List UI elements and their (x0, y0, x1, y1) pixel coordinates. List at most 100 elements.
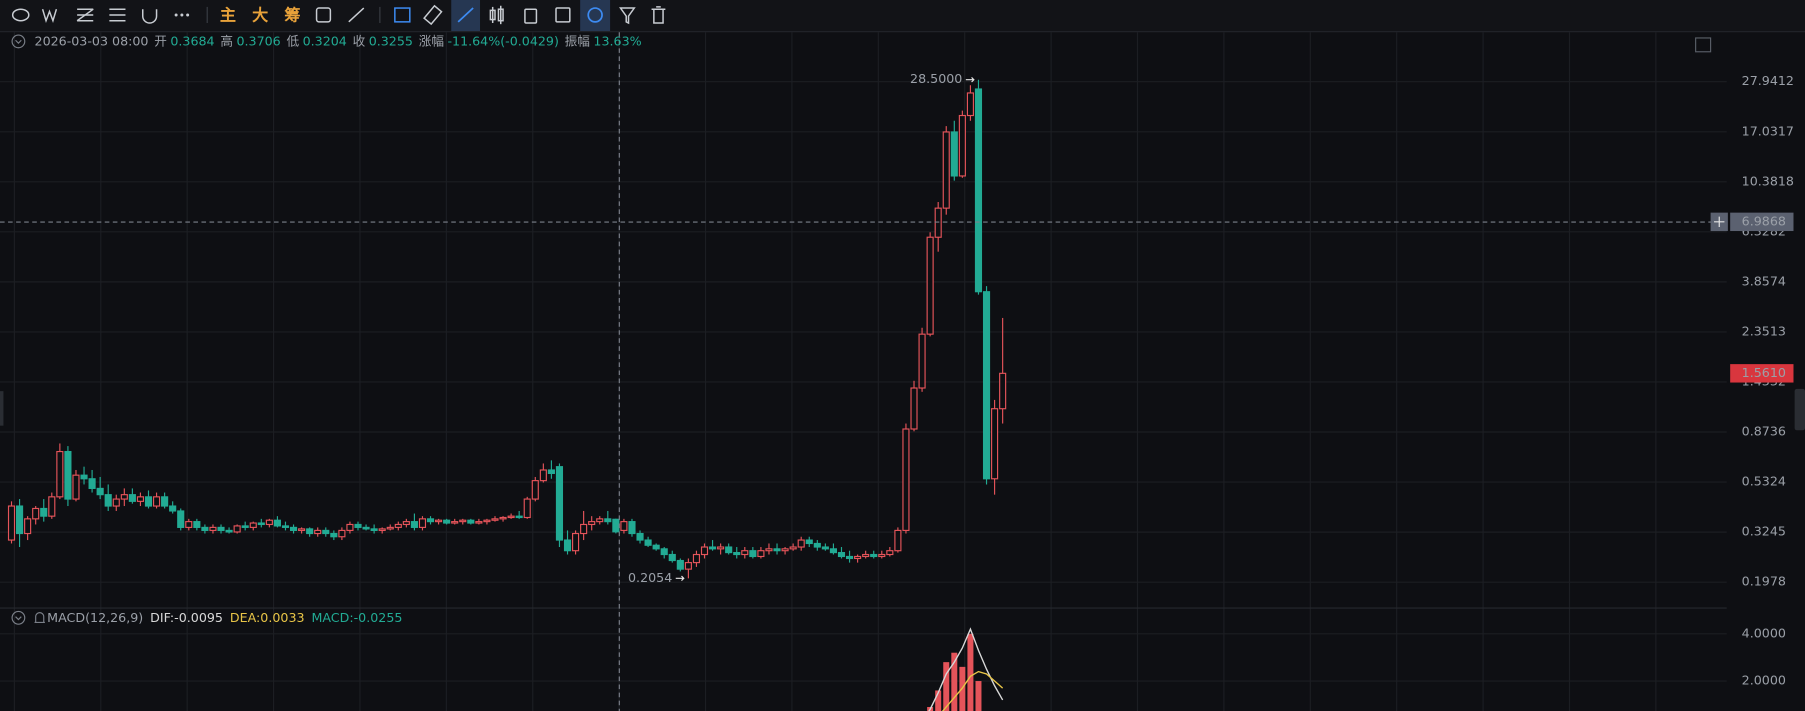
more-tool[interactable] (174, 13, 190, 17)
wave-tool[interactable] (41, 8, 58, 24)
filter-tool[interactable] (619, 7, 636, 25)
candle-body (418, 518, 427, 528)
active-button[interactable] (580, 0, 611, 32)
candle-body (870, 553, 878, 558)
macd-bar (951, 652, 958, 711)
label-arrow (675, 575, 685, 582)
y-tick-label: 17.0317 (1742, 123, 1794, 138)
expand-icon[interactable] (1695, 37, 1712, 53)
side-handle[interactable] (0, 391, 4, 426)
candle-body (604, 518, 612, 523)
candle-body (120, 494, 128, 500)
candle-body (950, 131, 958, 177)
candle-body (628, 521, 636, 535)
candle-body (24, 518, 32, 535)
candle-body (338, 529, 346, 538)
candle-body (741, 550, 749, 556)
macd-bar (943, 662, 950, 711)
candle-body (837, 552, 846, 558)
collapse-icon[interactable] (11, 34, 26, 49)
collapse-icon (15, 616, 22, 621)
toolbar-button[interactable]: 主 (220, 6, 236, 25)
label: 高 (220, 33, 233, 48)
ellipse-tool[interactable] (11, 8, 30, 22)
alert-icon[interactable] (34, 612, 45, 623)
candle-body (48, 496, 56, 517)
candle-body (717, 546, 725, 550)
candle-body (854, 555, 862, 560)
candle-body (974, 88, 983, 293)
candle-body (588, 521, 596, 526)
candle-body (805, 539, 813, 545)
ruler-tool[interactable] (423, 4, 443, 26)
toolbar-bg (0, 0, 1805, 32)
candle-body (789, 546, 797, 550)
candle-body (475, 521, 483, 524)
candle-body (676, 559, 684, 570)
grid (0, 32, 1727, 711)
label-arrow (965, 77, 975, 83)
copy-tool[interactable] (394, 7, 411, 23)
candle-body (225, 529, 233, 533)
fib-tool[interactable] (76, 8, 94, 22)
candle-body (370, 528, 378, 531)
candle-body (306, 528, 314, 535)
candle-body (88, 478, 96, 489)
legend-entry: DEA:0.0033 (230, 609, 305, 624)
candle-body (596, 518, 604, 523)
candle-body (515, 515, 523, 519)
candle-body (660, 548, 668, 556)
lines-tool[interactable] (109, 8, 126, 22)
toolbar: 主 大 筹 (0, 0, 1805, 33)
macd-bar (975, 681, 982, 711)
candle-body (322, 529, 330, 535)
toolbar-button[interactable]: 大 (252, 6, 268, 25)
y-tick-label: 10.3818 (1742, 173, 1794, 188)
candle-body (886, 550, 894, 556)
macd-legend: MACD(12,26,9) DIF:-0.0095 DEA:0.0033 MACD:-… (47, 609, 402, 624)
note-tool[interactable] (555, 7, 571, 23)
candle-body (104, 494, 112, 507)
candle-body (298, 528, 306, 531)
label: 收 (353, 33, 366, 48)
arc-tool[interactable] (141, 9, 158, 24)
candle-body (692, 553, 701, 564)
candle-body (926, 236, 934, 335)
y-tick-label: 2.0000 (1742, 673, 1786, 688)
candle-body (362, 526, 370, 530)
candle-tool[interactable] (489, 5, 504, 25)
candle-body (354, 523, 362, 528)
candle-body (845, 555, 854, 560)
candle-body (966, 92, 974, 117)
legend-entry: MACD:-0.0255 (311, 609, 402, 624)
side-handle[interactable] (1794, 388, 1805, 431)
candle-body (491, 518, 499, 521)
candle-body (999, 372, 1007, 410)
edit-tool[interactable] (315, 7, 332, 23)
magnet-tool[interactable] (587, 7, 603, 23)
toolbar-button[interactable]: 筹 (284, 6, 300, 25)
candle-body (32, 507, 40, 520)
candle-body (161, 496, 169, 507)
macd-bar (967, 633, 974, 711)
candle-body (652, 544, 660, 550)
delete-tool[interactable] (651, 6, 666, 24)
label: 振幅 (565, 33, 591, 48)
collapse-icon[interactable] (11, 610, 26, 625)
candle-body (483, 519, 491, 523)
candle-body (346, 523, 354, 531)
label: 开 (154, 33, 167, 48)
value: -11.64%(-0.0429) (447, 33, 558, 48)
candle-body (547, 469, 555, 474)
candle-body (555, 466, 564, 541)
line-tool[interactable] (348, 7, 365, 23)
ohlc-header: 2026-03-03 08:00 开 0.3684 高 0.3706 低 0.3204 收 0.… (11, 33, 1712, 53)
draw-tool[interactable] (457, 7, 474, 23)
date: 2026-03-03 08:00 (35, 33, 149, 48)
candle-body (563, 539, 572, 552)
candle-body (386, 526, 394, 530)
value: 0.3706 (236, 33, 280, 48)
clip-tool[interactable] (524, 8, 538, 24)
